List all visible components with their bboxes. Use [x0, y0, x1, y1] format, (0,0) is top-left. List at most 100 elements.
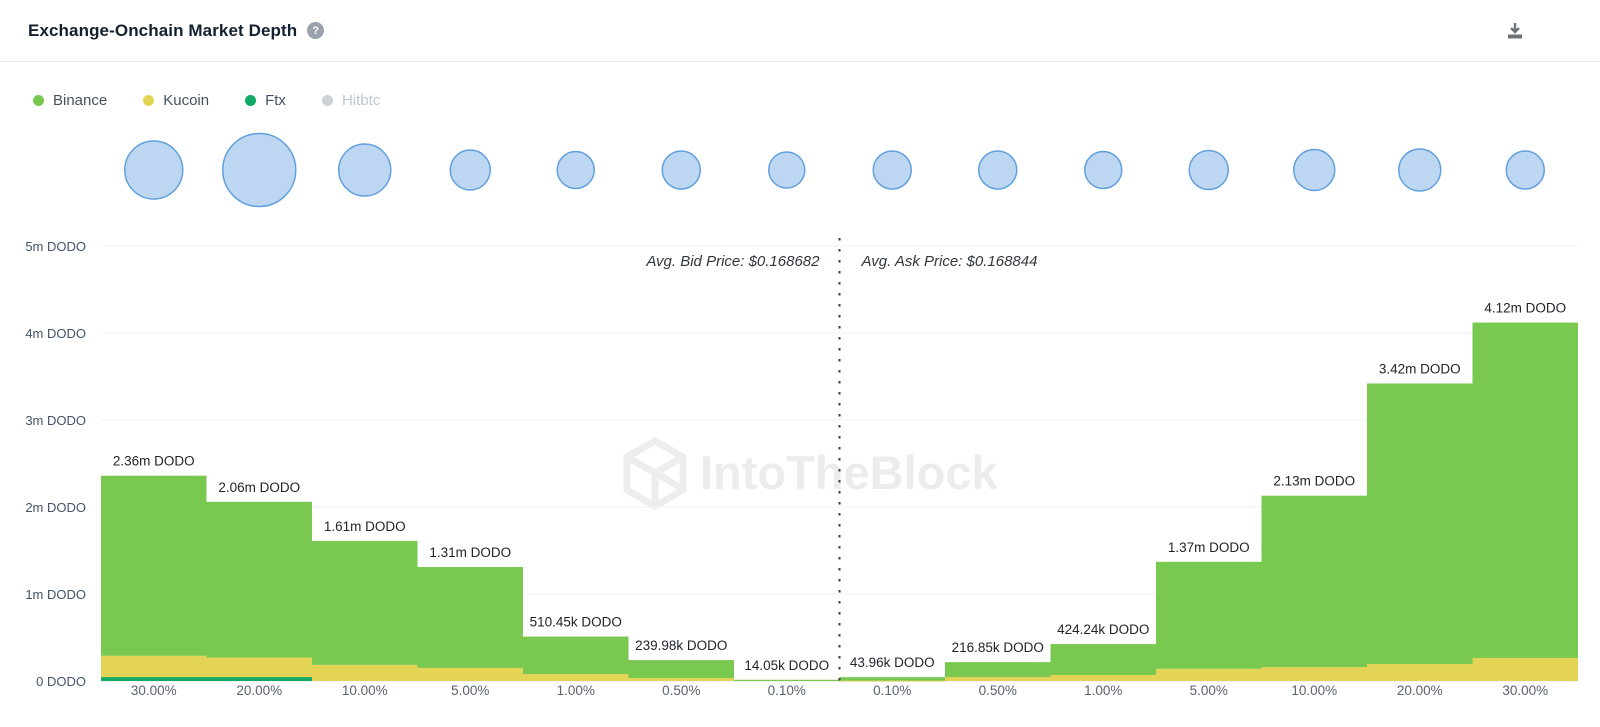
download-icon — [1508, 22, 1522, 38]
depth-bar-segment[interactable] — [523, 636, 629, 675]
y-axis-tick-label: 0 DODO — [36, 674, 86, 689]
depth-bar-segment[interactable] — [1156, 668, 1262, 681]
depth-bar-segment[interactable] — [945, 662, 1051, 678]
bar-label-chip — [112, 450, 196, 471]
bar-value-label: 43.96k DODO — [850, 655, 935, 670]
depth-bar-segment[interactable] — [1261, 667, 1368, 681]
depth-bar-segment[interactable] — [839, 680, 946, 682]
y-axis-tick-label: 3m DODO — [25, 413, 86, 428]
depth-bubble[interactable] — [661, 150, 701, 190]
hitbtc-dot-icon — [321, 95, 333, 106]
kucoin-dot-icon — [143, 95, 155, 106]
depth-bar-segment[interactable] — [1261, 495, 1368, 668]
legend: Binance Kucoin Ftx Hitbtc — [33, 92, 380, 109]
depth-bubble[interactable] — [768, 151, 806, 189]
x-axis-tick-label: 0.10% — [873, 683, 911, 698]
x-axis-tick-label: 20.00% — [1397, 683, 1443, 698]
download-button[interactable] — [1502, 19, 1528, 43]
x-axis-tick-label: 5.00% — [1190, 683, 1228, 698]
depth-bar-segment[interactable] — [1367, 383, 1473, 665]
depth-bubble[interactable] — [222, 132, 297, 208]
depth-bubble[interactable] — [1398, 148, 1442, 192]
x-axis-tick-label: 1.00% — [1084, 683, 1122, 698]
depth-bar-segment[interactable] — [417, 667, 524, 681]
legend-item-kucoin[interactable]: Kucoin — [143, 92, 209, 109]
depth-bar-segment[interactable] — [312, 540, 418, 665]
depth-bar-segment[interactable] — [839, 677, 946, 681]
depth-bar-segment[interactable] — [101, 475, 207, 656]
bar-value-label: 2.13m DODO — [1273, 474, 1355, 489]
y-axis-tick-label: 4m DODO — [25, 326, 86, 341]
depth-bubble[interactable] — [978, 150, 1018, 190]
bar-label-chip — [948, 637, 1047, 658]
legend-item-ftx[interactable]: Ftx — [245, 92, 286, 109]
bar-value-label: 239.98k DODO — [635, 638, 727, 653]
y-axis-tick-label: 5m DODO — [25, 239, 86, 254]
x-axis-tick-label: 1.00% — [557, 683, 595, 698]
depth-bar-segment[interactable] — [417, 567, 524, 668]
x-axis-tick-label: 10.00% — [342, 683, 388, 698]
depth-bubble[interactable] — [1293, 148, 1336, 192]
depth-bar-segment[interactable] — [101, 655, 207, 678]
depth-bar-segment[interactable] — [1472, 657, 1579, 681]
bar-value-label: 2.36m DODO — [113, 454, 195, 469]
depth-bar-segment[interactable] — [1050, 644, 1157, 675]
bar-label-chip — [1272, 470, 1356, 491]
bar-label-chip — [632, 635, 731, 656]
depth-bubble[interactable] — [449, 149, 491, 191]
bar-label-chip — [1167, 536, 1251, 557]
bar-value-label: 1.31m DODO — [429, 545, 511, 560]
depth-bar-segment[interactable] — [312, 664, 418, 681]
bar-label-chip — [217, 476, 301, 497]
x-axis-tick-label: 30.00% — [131, 683, 177, 698]
depth-bar-segment[interactable] — [628, 677, 735, 681]
bar-label-chip — [1054, 619, 1153, 640]
help-icon[interactable]: ? — [307, 22, 325, 39]
bar-value-label: 2.06m DODO — [218, 480, 300, 495]
depth-bar-segment[interactable] — [1472, 322, 1579, 658]
depth-bubble[interactable] — [124, 140, 184, 200]
depth-bar-segment[interactable] — [206, 501, 313, 658]
ftx-dot-icon — [245, 95, 257, 106]
depth-bar-segment[interactable] — [1367, 664, 1473, 681]
depth-bar-segment[interactable] — [206, 677, 313, 681]
depth-bar-segment[interactable] — [206, 657, 313, 678]
bar-label-chip — [323, 515, 407, 536]
depth-bubble[interactable] — [338, 143, 392, 197]
avg-ask-price-label: Avg. Ask Price: $0.168844 — [861, 253, 1038, 270]
bar-value-label: 14.05k DODO — [744, 658, 829, 673]
x-axis-tick-label: 30.00% — [1502, 683, 1548, 698]
depth-bubble[interactable] — [872, 150, 912, 190]
watermark-logo-icon — [623, 436, 687, 511]
depth-bubble[interactable] — [1188, 149, 1229, 191]
depth-bar-segment[interactable] — [101, 677, 207, 681]
bar-label-chip — [847, 652, 938, 673]
avg-bid-price-label: Avg. Bid Price: $0.168682 — [645, 253, 820, 270]
depth-bar-segment[interactable] — [523, 674, 629, 681]
bar-value-label: 4.12m DODO — [1484, 301, 1566, 316]
legend-item-binance[interactable]: Binance — [33, 92, 107, 109]
depth-bubble[interactable] — [1084, 150, 1123, 190]
bar-label-chip — [428, 542, 512, 563]
depth-bar-segment[interactable] — [1156, 561, 1262, 669]
bar-value-label: 3.42m DODO — [1379, 361, 1461, 376]
depth-bar-segment[interactable] — [734, 679, 840, 681]
x-axis-tick-label: 0.50% — [662, 683, 700, 698]
bar-label-chip — [741, 654, 832, 675]
bar-value-label: 1.37m DODO — [1168, 540, 1250, 555]
watermark-text: IntoTheBlock — [700, 446, 999, 499]
bar-label-chip — [1378, 358, 1462, 379]
depth-bar-segment[interactable] — [1050, 674, 1157, 681]
depth-bubble[interactable] — [556, 150, 595, 190]
legend-label: Ftx — [265, 92, 286, 109]
chart-header: Exchange-Onchain Market Depth ? — [0, 0, 1600, 62]
y-axis-tick-label: 2m DODO — [25, 500, 86, 515]
x-axis-tick-label: 10.00% — [1291, 683, 1337, 698]
depth-bar-segment[interactable] — [628, 660, 735, 678]
legend-item-hitbtc[interactable]: Hitbtc — [321, 92, 380, 109]
bar-value-label: 1.61m DODO — [324, 519, 406, 534]
depth-bar-segment[interactable] — [945, 677, 1051, 681]
depth-bubble[interactable] — [1505, 150, 1545, 190]
